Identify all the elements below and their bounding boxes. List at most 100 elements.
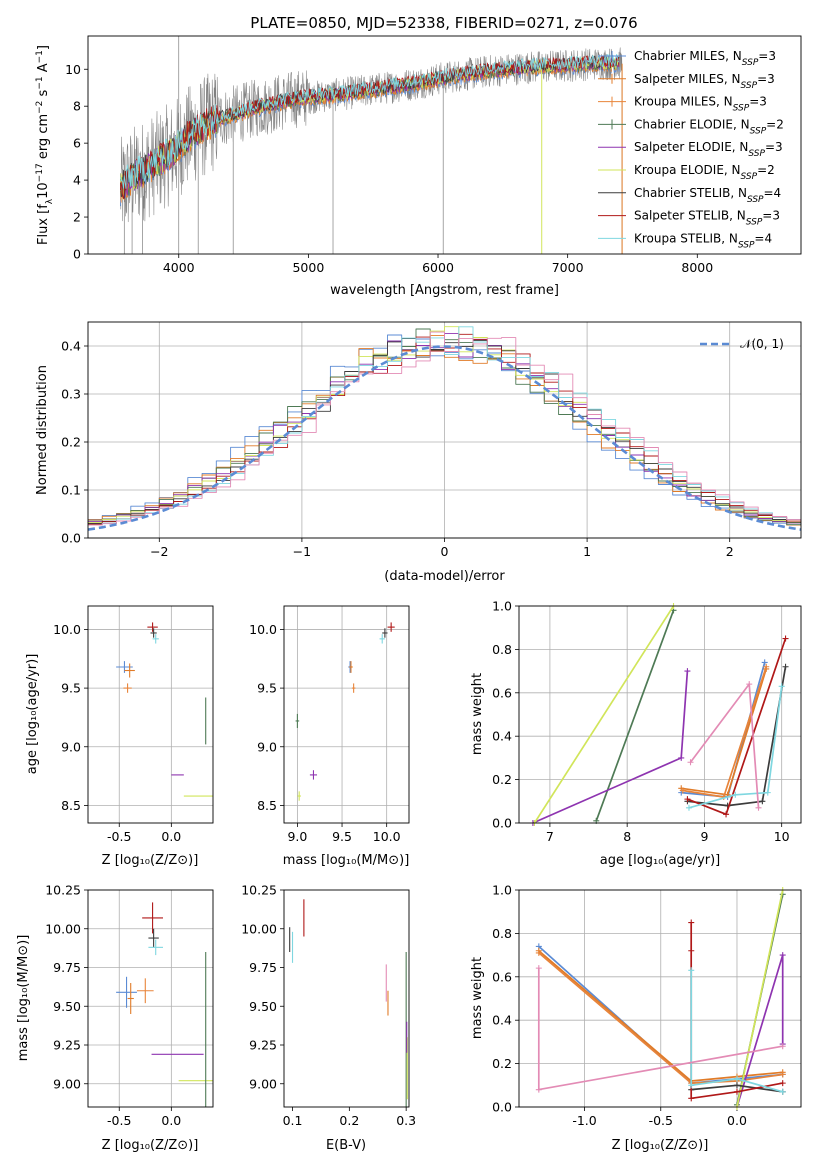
weight-marker bbox=[687, 759, 694, 766]
axes-frame bbox=[283, 605, 410, 824]
weight-marker bbox=[535, 949, 542, 956]
text-part: =4 bbox=[754, 231, 772, 245]
x-axis-label: wavelength [Angstrom, rest frame] bbox=[330, 283, 559, 298]
x-tick-label: 2 bbox=[726, 544, 734, 559]
axes-frame bbox=[518, 605, 802, 824]
y-axis-label: Flux [fλ10−17 erg cm−2 s−1 A−1] bbox=[35, 45, 55, 245]
x-tick-label: -0.5 bbox=[107, 1113, 131, 1128]
weight-line bbox=[538, 950, 783, 1082]
weight-marker bbox=[746, 681, 753, 688]
legend-label: 𝒩(0, 1) bbox=[740, 337, 784, 351]
text-part: erg cm bbox=[36, 114, 51, 163]
text-part: Salpeter ELODIE, N bbox=[634, 140, 748, 154]
y-tick-label: 9.0 bbox=[61, 739, 81, 754]
weight-line bbox=[736, 890, 784, 1107]
weight-line bbox=[687, 638, 787, 816]
y-tick-label: 10.25 bbox=[45, 883, 81, 898]
text-part: A bbox=[36, 63, 51, 76]
mass-weight-vs-age-panel: 7 8 9 10 0.0 0.2 0.4 0.6 0.8 1.0 age [log₁₀(age/yr… bbox=[470, 599, 802, 868]
text-part: Kroupa ELODIE, N bbox=[634, 163, 741, 177]
weight-marker bbox=[764, 789, 771, 796]
y-tick-label: 0.0 bbox=[492, 816, 512, 831]
weight-marker bbox=[759, 798, 766, 805]
axes-frame bbox=[87, 889, 214, 1108]
y-tick-label: 1.0 bbox=[492, 883, 512, 898]
text-part: Flux [f bbox=[36, 204, 51, 245]
y-tick-label: 9.25 bbox=[249, 1038, 277, 1053]
weight-line bbox=[538, 945, 783, 1084]
text-part: 10 bbox=[36, 182, 51, 199]
y-tick-label: 0.6 bbox=[492, 685, 512, 700]
text-part: SSP bbox=[733, 104, 750, 114]
y-axis-label: Normed distribution bbox=[35, 365, 50, 495]
axes-frame bbox=[87, 321, 802, 539]
axes-frame bbox=[87, 605, 214, 824]
y-tick-label: 0.1 bbox=[61, 483, 81, 498]
weight-marker bbox=[733, 1075, 740, 1082]
normal-reference-curve bbox=[88, 345, 801, 531]
y-tick-label: 10.0 bbox=[53, 622, 81, 637]
age-vs-mass-panel: 9.0 9.5 10.0 8.5 9.0 9.5 10.0 mass [log₁₀(M/M⊙)… bbox=[249, 605, 410, 868]
weight-marker bbox=[779, 1043, 786, 1050]
text-part: s bbox=[36, 89, 51, 100]
y-tick-label: 9.0 bbox=[257, 739, 277, 754]
legend-label: Kroupa STELIB, NSSP=4 bbox=[634, 231, 772, 250]
x-axis-label: E(B-V) bbox=[326, 1138, 366, 1153]
text-part: SSP bbox=[750, 126, 767, 136]
mass-weight-vs-metallicity-panel: -1.0 -0.5 0.0 0.0 0.2 0.4 0.6 0.8 1.0 Z [log₁₀(Z/… bbox=[470, 883, 802, 1153]
weight-marker bbox=[688, 919, 695, 926]
x-tick-label: 6000 bbox=[422, 260, 454, 275]
text-part: Chabrier STELIB, N bbox=[634, 186, 747, 200]
y-tick-label: 8.5 bbox=[61, 798, 81, 813]
weight-marker bbox=[679, 787, 686, 794]
weight-line bbox=[532, 671, 689, 823]
x-tick-label: -0.5 bbox=[649, 1113, 673, 1128]
weight-marker bbox=[678, 754, 685, 761]
text-part: =3 bbox=[765, 140, 783, 154]
y-tick-label: 0.4 bbox=[61, 339, 81, 354]
y-tick-label: 0.0 bbox=[61, 531, 81, 546]
text-part: Salpeter STELIB, N bbox=[634, 209, 746, 223]
weight-marker bbox=[723, 811, 730, 818]
y-axis-label: mass weight bbox=[470, 957, 485, 1039]
weight-marker bbox=[779, 1088, 786, 1095]
y-tick-label: 8.5 bbox=[257, 798, 277, 813]
model-line bbox=[120, 54, 620, 189]
text-part: SSP bbox=[742, 58, 759, 68]
text-part: SSP bbox=[741, 172, 758, 182]
x-tick-label: 8000 bbox=[681, 260, 713, 275]
weight-marker bbox=[779, 1080, 786, 1087]
text-part: SSP bbox=[748, 149, 765, 159]
y-axis-label: age [log₁₀(age/yr)] bbox=[25, 654, 40, 775]
x-axis-label: mass [log₁₀(M/M⊙)] bbox=[283, 853, 410, 868]
y-tick-label: 9.5 bbox=[61, 681, 81, 696]
weight-marker bbox=[782, 663, 789, 670]
weight-marker bbox=[779, 1071, 786, 1078]
text-part: =3 bbox=[762, 209, 780, 223]
text-part: =3 bbox=[749, 95, 767, 109]
x-tick-label: 7000 bbox=[552, 260, 584, 275]
y-tick-label: 1.0 bbox=[492, 599, 512, 614]
axes-frame bbox=[283, 889, 410, 1108]
text-part: −1 bbox=[35, 76, 45, 89]
weight-marker bbox=[685, 804, 692, 811]
legend-label: Salpeter STELIB, NSSP=3 bbox=[634, 209, 780, 228]
weight-marker bbox=[755, 804, 762, 811]
x-tick-label: 8 bbox=[623, 829, 631, 844]
y-tick-label: 10.00 bbox=[45, 921, 81, 936]
weight-marker bbox=[732, 791, 739, 798]
text-part: ] bbox=[36, 45, 51, 50]
y-tick-label: 0.0 bbox=[492, 1100, 512, 1115]
x-tick-label: 1 bbox=[583, 544, 591, 559]
y-tick-label: 10.00 bbox=[241, 921, 277, 936]
y-tick-label: 0.3 bbox=[61, 387, 81, 402]
legend-label: Chabrier MILES, NSSP=3 bbox=[634, 49, 776, 68]
y-tick-label: 10.0 bbox=[249, 622, 277, 637]
x-tick-label: 10.0 bbox=[373, 829, 401, 844]
weight-marker bbox=[779, 952, 786, 959]
x-tick-label: -1.0 bbox=[572, 1113, 596, 1128]
y-tick-label: 9.50 bbox=[53, 999, 81, 1014]
weight-marker bbox=[688, 947, 695, 954]
mass-vs-ebv-panel: 0.1 0.2 0.3 9.00 9.25 9.50 9.75 10.00 10.25 E(B-V… bbox=[241, 883, 416, 1154]
